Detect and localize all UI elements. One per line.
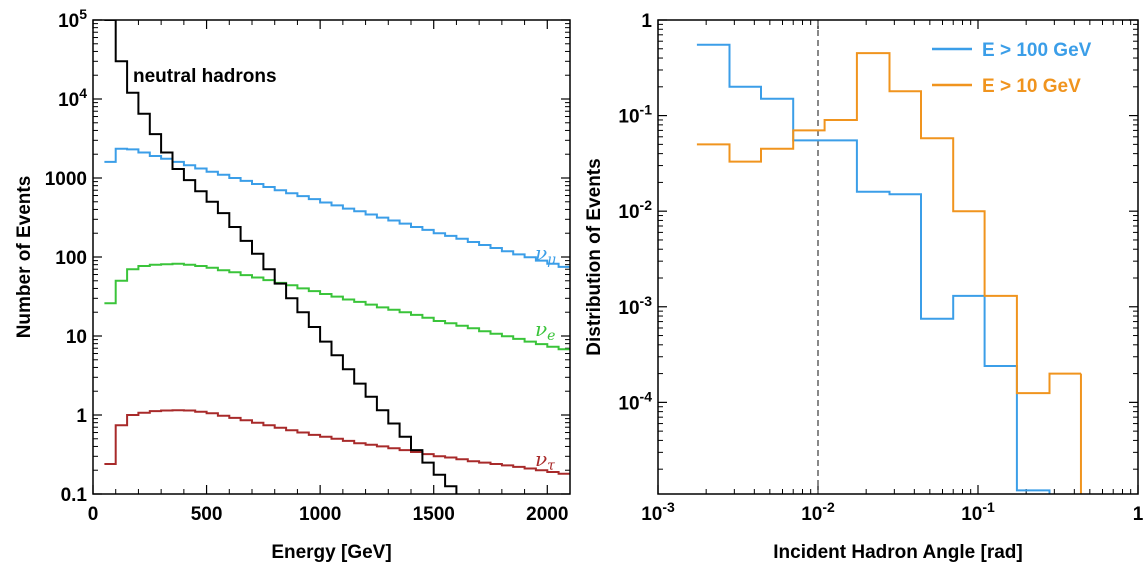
series-line-e-100-gev <box>696 43 1051 494</box>
x-tick-label: 0 <box>88 504 99 525</box>
y-tick-label: 1 <box>76 406 87 427</box>
y-tick-label: 10 <box>66 327 87 348</box>
y-tick-label: 10-4 <box>618 388 652 414</box>
y-tick-label: 0.1 <box>61 485 88 506</box>
legend-label: E > 100 GeV <box>982 40 1092 61</box>
series-line-e-10-gev <box>696 52 1081 395</box>
x-tick-label: 1000 <box>299 504 341 525</box>
y-tick-label: 10-3 <box>618 293 652 319</box>
x-axis-label: Incident Hadron Angle [rad] <box>773 542 1022 563</box>
y-tick-label: 1 <box>641 11 652 32</box>
energy-series-group <box>104 20 570 494</box>
y-tick-label: 10-2 <box>618 197 652 223</box>
series-label: ντ <box>535 447 555 474</box>
annotation-neutral-hadrons: neutral hadrons <box>133 66 277 87</box>
x-tick-label: 2000 <box>526 504 568 525</box>
plot-frame <box>657 19 1139 495</box>
x-tick-label: 10-1 <box>961 499 995 525</box>
angle-series-group <box>696 43 1082 494</box>
x-tick-label: 1 <box>1133 504 1144 525</box>
energy-chart: 0 500 1000 1500 2000 0.1 1 10 100 1000 104 105 νμ νe ν… <box>14 6 571 563</box>
legend-label: E > 10 GeV <box>982 76 1081 97</box>
series-label: νe <box>535 317 555 344</box>
y-axis-label: Number of Events <box>14 176 35 339</box>
y-tick-label: 104 <box>58 85 87 111</box>
y-tick-label: 105 <box>58 6 87 32</box>
x-tick-label: 1500 <box>413 504 455 525</box>
series-line-neutral-hadrons <box>104 20 458 494</box>
series-label: νμ <box>535 241 556 268</box>
x-tick-label: 10-2 <box>801 499 835 525</box>
series-line-- <box>104 409 570 475</box>
y-tick-label: 10-1 <box>618 102 652 128</box>
x-tick-label: 10-3 <box>641 499 675 525</box>
plot-frame <box>92 19 571 495</box>
series-line-- <box>104 147 570 268</box>
series-line--e <box>104 262 570 351</box>
y-axis-label: Distribution of Events <box>584 158 605 355</box>
y-tick-label: 1000 <box>45 169 87 190</box>
x-tick-label: 500 <box>191 504 223 525</box>
x-axis-label: Energy [GeV] <box>271 542 391 563</box>
y-tick-label: 100 <box>55 248 87 269</box>
legend: E > 100 GeV E > 10 GeV <box>932 40 1092 97</box>
angle-chart: 10-3 10-2 10-1 1 10-4 10-3 10-2 10-1 1 E > 100 Ge… <box>584 11 1144 563</box>
